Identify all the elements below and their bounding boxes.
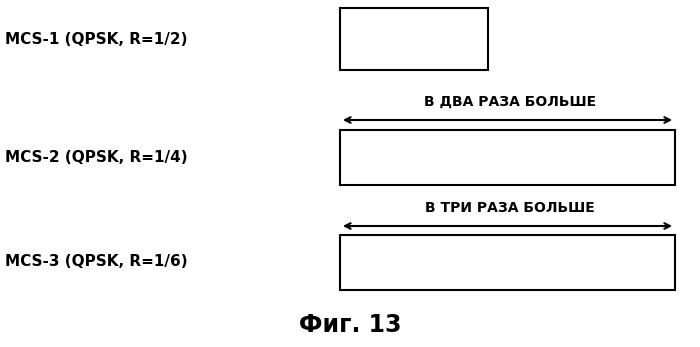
Bar <box>340 130 675 185</box>
Text: Фиг. 13: Фиг. 13 <box>299 313 401 337</box>
Bar <box>340 235 675 290</box>
Bar <box>340 8 488 70</box>
Text: MCS-3 (QPSK, R=1/6): MCS-3 (QPSK, R=1/6) <box>5 254 188 270</box>
Text: MCS-1 (QPSK, R=1/2): MCS-1 (QPSK, R=1/2) <box>5 32 188 46</box>
Text: MCS-2 (QPSK, R=1/4): MCS-2 (QPSK, R=1/4) <box>5 150 188 164</box>
Text: В ТРИ РАЗА БОЛЬШЕ: В ТРИ РАЗА БОЛЬШЕ <box>425 201 595 215</box>
Text: В ДВА РАЗА БОЛЬШЕ: В ДВА РАЗА БОЛЬШЕ <box>424 95 596 109</box>
